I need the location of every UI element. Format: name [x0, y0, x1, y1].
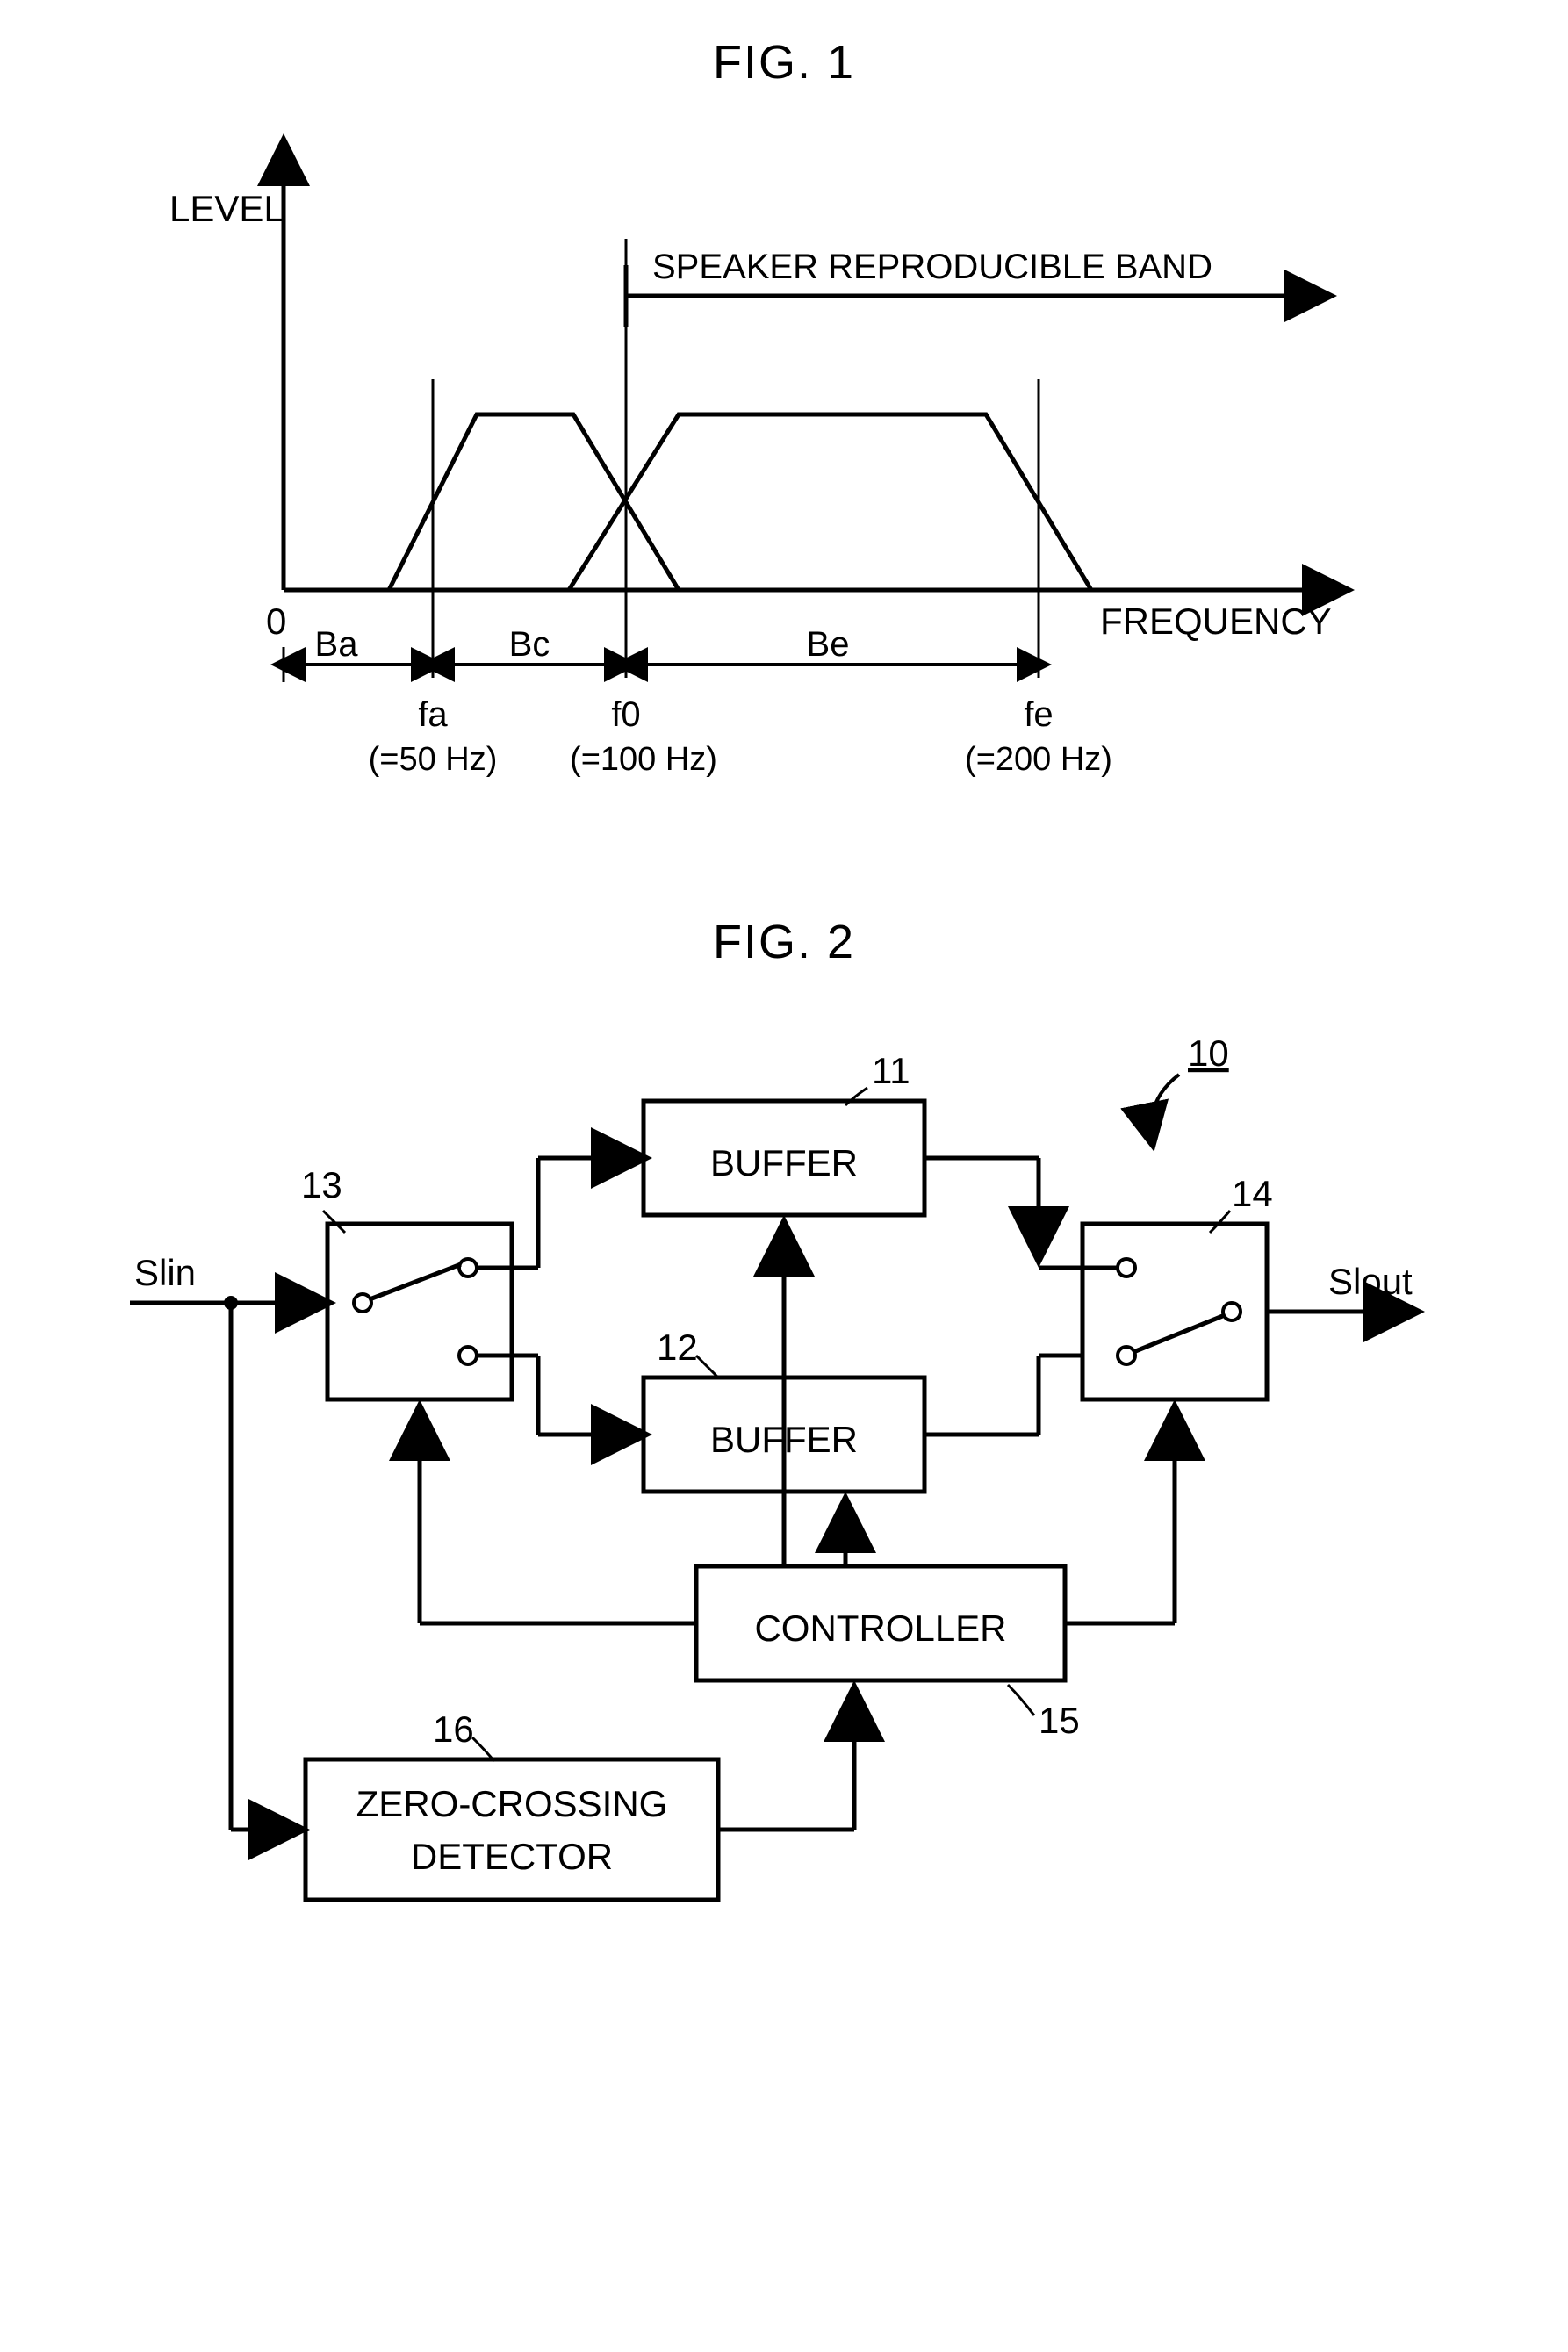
detector-label-2: DETECTOR [411, 1836, 613, 1877]
fig2-svg: 10 Slin 13 BUFFER 11 BUFFER 12 [82, 1004, 1486, 1926]
fig1-svg: LEVEL FREQUENCY 0 SPEAKER REPRODUCIBLE B… [126, 125, 1442, 809]
detector-ref: 16 [433, 1708, 474, 1750]
switch-in-box [327, 1224, 512, 1399]
band-bc-label: Bc [509, 625, 550, 664]
band-be-label: Be [807, 625, 850, 664]
buffer1-label: BUFFER [710, 1142, 858, 1183]
fig1-title: FIG. 1 [35, 35, 1533, 90]
x-axis-label: FREQUENCY [1100, 601, 1332, 642]
system-ref: 10 [1188, 1032, 1229, 1074]
freq-f0-sub: (=100 Hz) [570, 741, 717, 778]
switch-in-ref: 13 [301, 1164, 342, 1205]
buffer1-ref: 11 [872, 1050, 910, 1091]
origin-label: 0 [266, 601, 286, 642]
output-label: Slout [1328, 1261, 1413, 1302]
buffer2-ref: 12 [657, 1327, 698, 1368]
input-label: Slin [134, 1252, 196, 1293]
freq-fe-label: fe [1024, 695, 1053, 734]
freq-fa-label: fa [418, 695, 448, 734]
band-ba-label: Ba [315, 625, 359, 664]
detector-box [306, 1759, 718, 1900]
y-axis-label: LEVEL [169, 188, 284, 229]
filter-be [569, 414, 1091, 590]
freq-f0-label: f0 [611, 695, 640, 734]
figure-1: FIG. 1 LEVEL FREQUENCY 0 SPEAKER REPRODU… [35, 35, 1533, 809]
system-ref-leader [1151, 1075, 1179, 1145]
speaker-band-label: SPEAKER REPRODUCIBLE BAND [652, 248, 1212, 286]
freq-fe-sub: (=200 Hz) [965, 741, 1112, 778]
controller-label: CONTROLLER [754, 1608, 1006, 1649]
controller-ref: 15 [1039, 1700, 1080, 1741]
switch-out-ref: 14 [1232, 1173, 1273, 1214]
figure-2: FIG. 2 10 Slin 13 BUFF [35, 915, 1533, 1926]
fig2-title: FIG. 2 [35, 915, 1533, 969]
freq-fa-sub: (=50 Hz) [369, 741, 498, 778]
detector-label-1: ZERO-CROSSING [356, 1783, 668, 1824]
